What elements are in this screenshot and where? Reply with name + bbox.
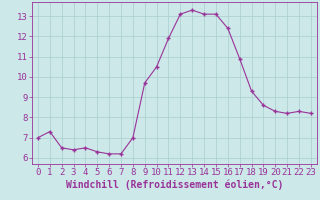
X-axis label: Windchill (Refroidissement éolien,°C): Windchill (Refroidissement éolien,°C)	[66, 180, 283, 190]
